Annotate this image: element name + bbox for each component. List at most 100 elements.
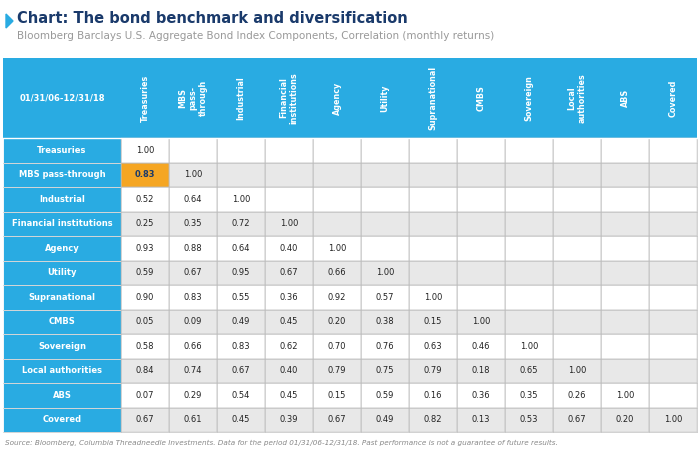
- Bar: [601, 310, 649, 334]
- Text: 0.82: 0.82: [424, 415, 442, 424]
- Bar: [649, 236, 697, 261]
- Bar: [3, 310, 121, 334]
- Text: Covered: Covered: [43, 415, 82, 424]
- Bar: [3, 261, 121, 285]
- Bar: [553, 408, 601, 432]
- Bar: [649, 212, 697, 236]
- Bar: [601, 236, 649, 261]
- Text: 0.07: 0.07: [136, 391, 154, 400]
- Text: 0.95: 0.95: [232, 268, 250, 277]
- Bar: [601, 138, 649, 162]
- Text: Agency: Agency: [45, 244, 79, 253]
- Bar: [409, 187, 457, 212]
- Text: Bloomberg Barclays U.S. Aggregate Bond Index Components, Correlation (monthly re: Bloomberg Barclays U.S. Aggregate Bond I…: [17, 31, 494, 41]
- Bar: [601, 162, 649, 187]
- Bar: [601, 408, 649, 432]
- Bar: [265, 408, 313, 432]
- Bar: [265, 138, 313, 162]
- Text: 0.25: 0.25: [136, 219, 154, 228]
- Bar: [121, 285, 169, 310]
- Bar: [649, 408, 697, 432]
- Bar: [3, 285, 121, 310]
- Text: 0.92: 0.92: [328, 293, 346, 302]
- Bar: [361, 162, 409, 187]
- Text: Financial institutions: Financial institutions: [12, 219, 112, 228]
- Bar: [3, 236, 121, 261]
- Bar: [457, 138, 505, 162]
- Bar: [505, 408, 553, 432]
- Text: 0.39: 0.39: [280, 415, 298, 424]
- Bar: [121, 162, 169, 187]
- Text: 0.65: 0.65: [519, 366, 538, 375]
- Text: 0.54: 0.54: [232, 391, 250, 400]
- Bar: [505, 162, 553, 187]
- Bar: [217, 212, 265, 236]
- Bar: [649, 359, 697, 383]
- Text: 1.00: 1.00: [184, 170, 202, 179]
- Bar: [217, 334, 265, 359]
- Bar: [169, 138, 217, 162]
- Bar: [265, 285, 313, 310]
- Text: 0.79: 0.79: [424, 366, 442, 375]
- Text: 0.72: 0.72: [232, 219, 251, 228]
- Bar: [169, 261, 217, 285]
- Text: 0.05: 0.05: [136, 317, 154, 326]
- Text: 1.00: 1.00: [232, 195, 250, 204]
- Bar: [409, 310, 457, 334]
- Bar: [169, 310, 217, 334]
- Bar: [361, 212, 409, 236]
- Text: 0.09: 0.09: [184, 317, 202, 326]
- Text: 0.88: 0.88: [183, 244, 202, 253]
- Bar: [265, 383, 313, 408]
- Text: 0.64: 0.64: [183, 195, 202, 204]
- Bar: [121, 138, 169, 162]
- Text: 1.00: 1.00: [664, 415, 682, 424]
- Text: 0.35: 0.35: [519, 391, 538, 400]
- Bar: [505, 359, 553, 383]
- Text: 0.52: 0.52: [136, 195, 154, 204]
- Bar: [505, 138, 553, 162]
- Text: Chart: The bond benchmark and diversification: Chart: The bond benchmark and diversific…: [17, 11, 407, 26]
- Bar: [457, 334, 505, 359]
- Bar: [313, 359, 361, 383]
- Bar: [3, 383, 121, 408]
- Text: 1.00: 1.00: [568, 366, 586, 375]
- Bar: [553, 162, 601, 187]
- Text: 0.53: 0.53: [519, 415, 538, 424]
- Bar: [361, 310, 409, 334]
- Text: 0.67: 0.67: [136, 415, 154, 424]
- Bar: [169, 162, 217, 187]
- Text: 0.70: 0.70: [328, 342, 346, 351]
- Bar: [361, 334, 409, 359]
- Bar: [121, 408, 169, 432]
- Bar: [409, 285, 457, 310]
- Bar: [217, 162, 265, 187]
- Bar: [601, 212, 649, 236]
- Text: 0.36: 0.36: [280, 293, 298, 302]
- Bar: [361, 236, 409, 261]
- Bar: [409, 236, 457, 261]
- Text: Industrial: Industrial: [39, 195, 85, 204]
- Text: 0.83: 0.83: [134, 170, 155, 179]
- Bar: [217, 285, 265, 310]
- Bar: [457, 310, 505, 334]
- Bar: [169, 236, 217, 261]
- Bar: [169, 408, 217, 432]
- Text: 0.59: 0.59: [376, 391, 394, 400]
- Bar: [217, 383, 265, 408]
- Bar: [169, 212, 217, 236]
- Bar: [169, 334, 217, 359]
- Bar: [409, 212, 457, 236]
- Text: Local authorities: Local authorities: [22, 366, 102, 375]
- Text: 0.46: 0.46: [472, 342, 490, 351]
- Text: 0.38: 0.38: [376, 317, 394, 326]
- Bar: [553, 236, 601, 261]
- Bar: [649, 261, 697, 285]
- Bar: [265, 310, 313, 334]
- Bar: [553, 359, 601, 383]
- Bar: [313, 162, 361, 187]
- Bar: [265, 359, 313, 383]
- Text: Industrial: Industrial: [237, 76, 246, 120]
- Bar: [313, 334, 361, 359]
- Bar: [649, 138, 697, 162]
